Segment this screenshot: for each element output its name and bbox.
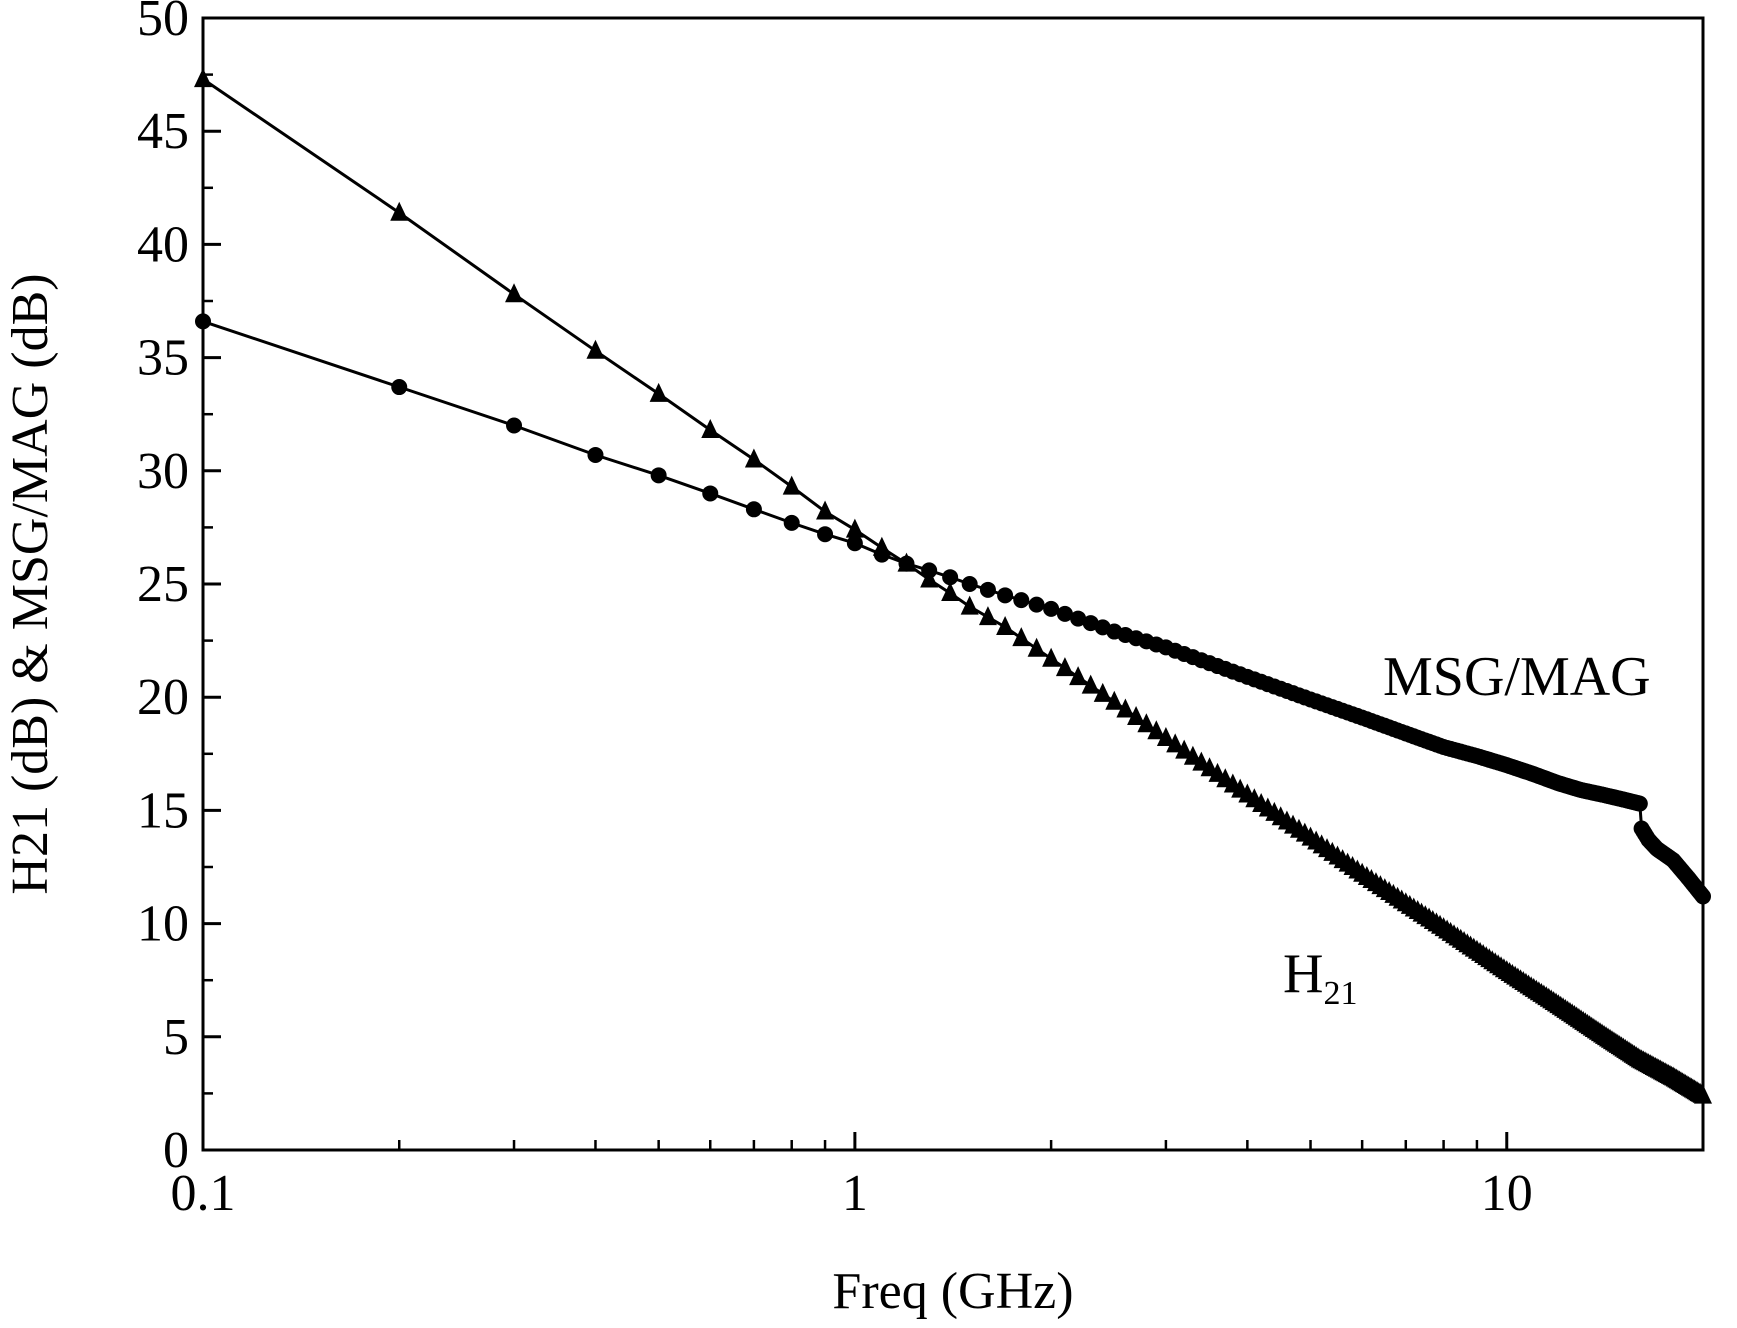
data-point-marker	[782, 475, 801, 495]
y-tick-label: 20	[137, 669, 189, 726]
data-point-marker	[650, 467, 667, 484]
data-point-marker	[1175, 739, 1194, 759]
y-tick-label: 35	[137, 330, 189, 387]
axis-labels: 0 5 10 15 20 25 30 35 40 45 50 0.1 1 10	[137, 0, 1533, 1222]
series-label-msg-mag: MSG/MAG	[1383, 646, 1651, 708]
data-point-marker	[816, 500, 835, 520]
x-tick-label: 1	[842, 1165, 868, 1222]
data-point-marker	[961, 576, 978, 592]
data-point-marker	[942, 569, 959, 586]
data-point-marker	[1105, 690, 1124, 710]
data-point-marker	[745, 501, 762, 518]
data-point-marker	[1027, 637, 1046, 657]
y-tick-label: 30	[137, 443, 189, 500]
y-tick-label: 45	[137, 103, 189, 160]
data-point-marker	[390, 201, 409, 221]
data-point-marker	[702, 485, 719, 502]
data-point-marker	[960, 595, 979, 615]
data-point-marker	[783, 514, 800, 531]
y-tick-label: 5	[163, 1009, 189, 1066]
data-point-marker	[1013, 592, 1030, 609]
data-point-marker	[1081, 674, 1100, 694]
data-point-marker	[897, 552, 916, 572]
data-point-marker	[979, 581, 996, 598]
data-point-marker	[1070, 610, 1087, 627]
y-axis-title: H21 (dB) & MSG/MAG (dB)	[2, 273, 59, 894]
data-point-marker	[505, 283, 524, 303]
y-tick-label: 10	[137, 896, 189, 953]
data-point-marker	[872, 536, 891, 556]
y-tick-label: 40	[137, 216, 189, 273]
series-marks	[194, 68, 1712, 1104]
series-h21	[194, 68, 1712, 1104]
x-tick-label: 0.1	[171, 1165, 236, 1222]
data-point-marker	[586, 339, 605, 359]
series-label-h21-main: H	[1283, 943, 1323, 1005]
y-tick-label: 0	[163, 1122, 189, 1179]
data-point-marker	[701, 419, 720, 439]
data-point-marker	[506, 417, 523, 434]
data-point-marker	[587, 446, 604, 463]
data-point-marker	[1147, 720, 1166, 740]
data-point-marker	[391, 379, 408, 396]
data-point-marker	[744, 448, 763, 468]
x-axis-title: Freq (GHz)	[832, 1263, 1073, 1320]
x-tick-label: 10	[1481, 1165, 1533, 1222]
series-line	[202, 319, 1705, 898]
data-point-marker	[1042, 647, 1061, 667]
data-point-marker	[1116, 698, 1135, 718]
data-point-marker	[997, 587, 1014, 604]
y-tick-label: 25	[137, 556, 189, 613]
data-point-marker	[817, 526, 834, 543]
data-point-marker	[1082, 615, 1099, 632]
data-point-marker	[1043, 600, 1060, 617]
series-label-h21-subscript: 21	[1323, 975, 1357, 1012]
data-point-marker	[1093, 682, 1112, 702]
data-point-marker	[1055, 657, 1074, 677]
data-point-marker	[920, 568, 939, 588]
data-point-marker	[1028, 596, 1045, 613]
data-point-marker	[941, 582, 960, 602]
series-msg-mag	[195, 313, 1711, 905]
data-point-marker	[649, 382, 668, 402]
data-point-marker	[978, 606, 997, 626]
data-point-marker	[1137, 713, 1156, 733]
data-point-marker	[846, 535, 863, 552]
data-point-marker	[1069, 666, 1088, 686]
series-label-h21: H21	[1283, 943, 1357, 1012]
y-tick-label: 50	[137, 0, 189, 47]
data-point-marker	[1631, 795, 1648, 812]
data-point-marker	[1012, 627, 1031, 647]
data-point-marker	[1166, 733, 1185, 753]
axis-ticks	[201, 16, 1509, 1152]
data-point-marker	[1056, 605, 1073, 622]
data-point-marker	[996, 616, 1015, 636]
data-point-marker	[1127, 706, 1146, 726]
data-point-marker	[845, 518, 864, 538]
data-point-marker	[1156, 726, 1175, 746]
y-tick-label: 15	[137, 782, 189, 839]
